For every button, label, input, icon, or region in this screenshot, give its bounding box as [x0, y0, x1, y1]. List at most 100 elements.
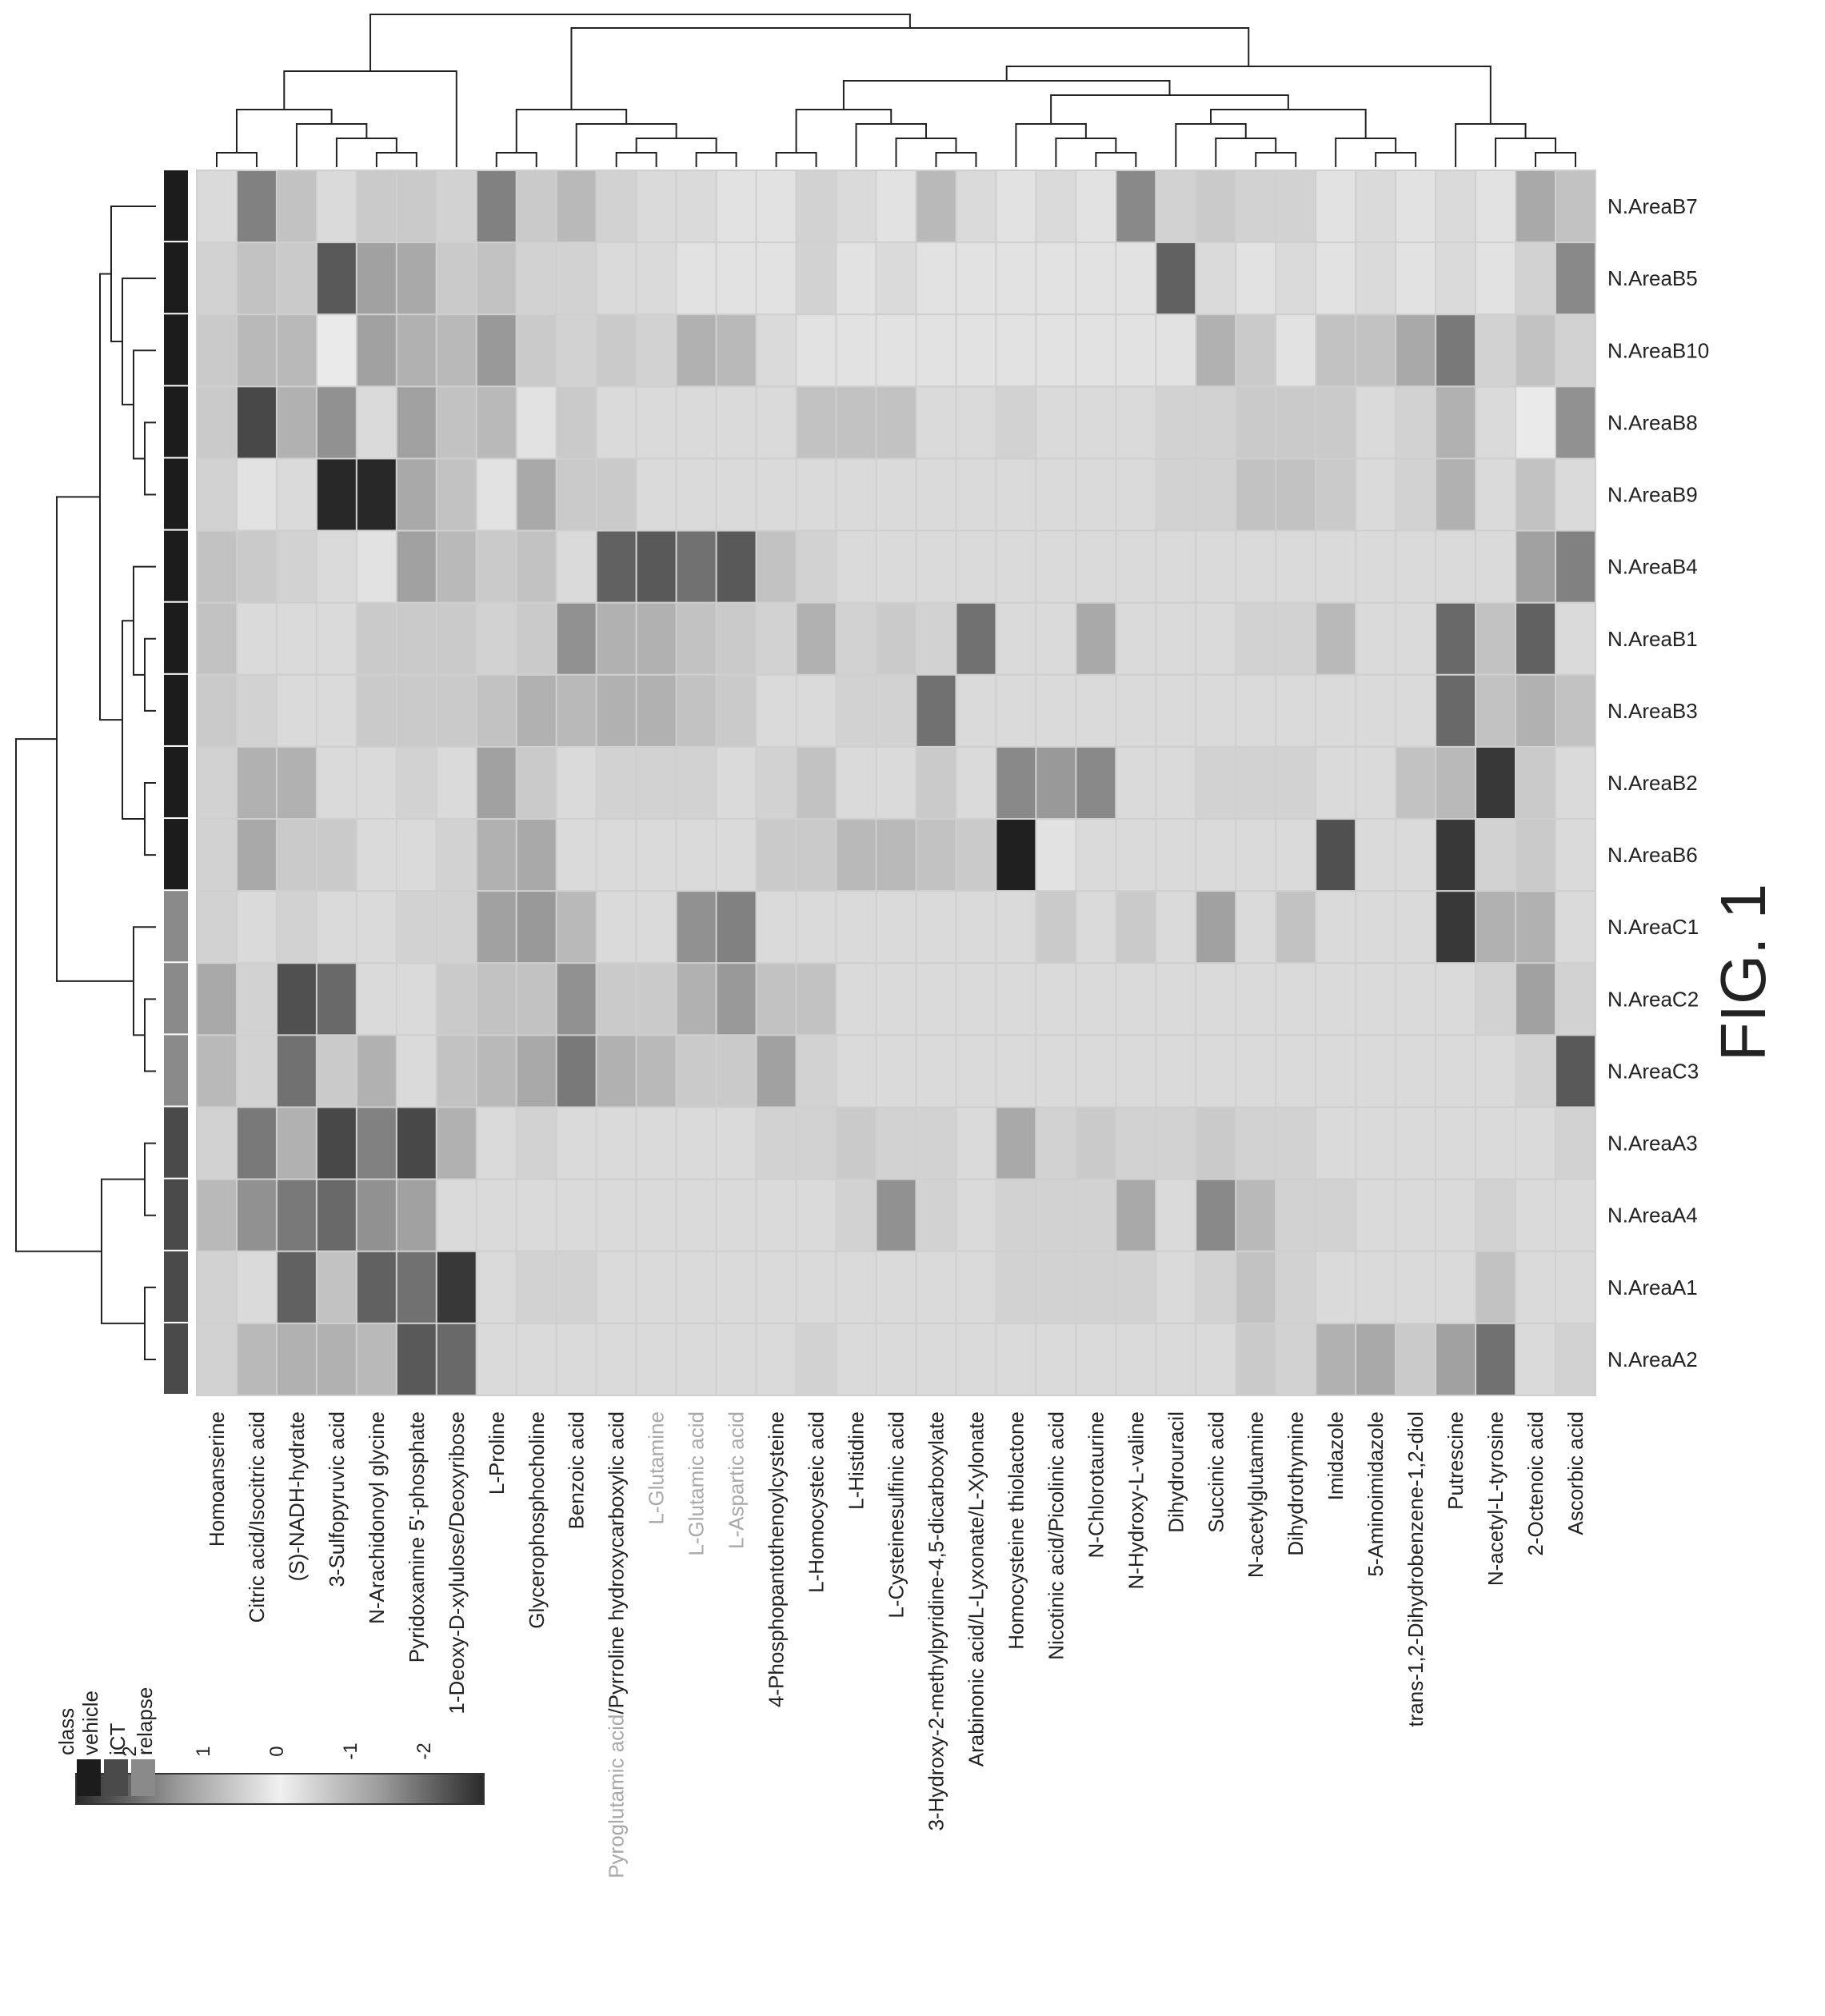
heatmap-cell: [597, 603, 637, 675]
heatmap-cell: [757, 891, 797, 963]
heatmap-cell: [916, 891, 956, 963]
heatmap-cell: [277, 531, 317, 603]
row-label: N.AreaB3: [1607, 699, 1698, 723]
heatmap-cell: [1036, 747, 1076, 819]
heatmap-cell: [996, 1252, 1036, 1323]
column-label: L-Histidine: [845, 1411, 869, 1510]
heatmap-cell: [237, 675, 277, 747]
heatmap-cell: [1356, 819, 1396, 891]
row-label: N.AreaB7: [1607, 194, 1698, 218]
dendrogram-branch: [145, 999, 156, 1071]
heatmap-cell: [437, 603, 477, 675]
heatmap-cell: [1476, 386, 1516, 458]
heatmap-cell: [677, 819, 717, 891]
row-label: N.AreaA1: [1607, 1275, 1698, 1299]
heatmap-cell: [197, 242, 237, 314]
heatmap-cell: [317, 747, 357, 819]
heatmap-cell: [757, 531, 797, 603]
heatmap-cell: [757, 1180, 797, 1252]
heatmap-cell: [1396, 603, 1436, 675]
column-label: 4-Phosphopantothenoylcysteine: [765, 1411, 789, 1707]
heatmap-cell: [1196, 819, 1236, 891]
heatmap-cell: [277, 458, 317, 530]
class-bar-segment: [164, 242, 188, 313]
heatmap-cell: [717, 891, 757, 963]
column-label: L-Glutamic acid: [685, 1411, 709, 1556]
column-label: Homocysteine thiolactone: [1004, 1411, 1028, 1650]
column-label: 3-Sulfopyruvic acid: [325, 1411, 349, 1587]
heatmap-cell: [1036, 819, 1076, 891]
heatmap-cell: [1356, 891, 1396, 963]
column-label: L-Aspartic acid: [725, 1411, 749, 1549]
heatmap-cell: [877, 531, 916, 603]
heatmap-cell: [1116, 1180, 1156, 1252]
heatmap-cell: [277, 891, 317, 963]
column-label-part: L-Glutamine: [645, 1411, 669, 1525]
heatmap-cell: [1396, 170, 1436, 242]
heatmap-cell: [1076, 675, 1116, 747]
class-bar-segment: [164, 819, 188, 889]
row-label: N.AreaB1: [1607, 627, 1698, 651]
column-label: N-Chlorotaurine: [1084, 1411, 1108, 1559]
heatmap-cell: [237, 603, 277, 675]
heatmap-cell: [637, 819, 677, 891]
heatmap-cell: [397, 531, 437, 603]
heatmap-cell: [916, 675, 956, 747]
heatmap-cell: [317, 1180, 357, 1252]
heatmap-cell: [557, 1252, 597, 1323]
heatmap-cell: [317, 1323, 357, 1395]
heatmap-cell: [996, 1323, 1036, 1395]
heatmap-cell: [837, 819, 877, 891]
heatmap-cell: [677, 1323, 717, 1395]
heatmap-cell: [317, 242, 357, 314]
dendrogram-branch: [145, 422, 156, 494]
heatmap-cell: [357, 963, 397, 1035]
heatmap-cell: [437, 1035, 477, 1107]
heatmap-cell: [1516, 1252, 1555, 1323]
heatmap-cell: [797, 747, 837, 819]
heatmap-cell: [397, 1035, 437, 1107]
heatmap-cell: [197, 963, 237, 1035]
heatmap-cell: [1116, 386, 1156, 458]
heatmap-cell: [1156, 675, 1196, 747]
heatmap-cell: [1196, 747, 1236, 819]
heatmap-cell: [237, 1108, 277, 1180]
row-label: N.AreaC1: [1607, 915, 1699, 939]
heatmap-cell: [1036, 314, 1076, 386]
heatmap-cell: [517, 1252, 557, 1323]
class-bar-segment: [164, 603, 188, 673]
heatmap-cell: [877, 458, 916, 530]
column-label: 3-Hydroxy-2-methylpyridine-4,5-dicarboxy…: [924, 1411, 948, 1831]
dendrogram-branch: [697, 153, 737, 167]
heatmap-cell: [1356, 963, 1396, 1035]
heatmap-cell: [1196, 1252, 1236, 1323]
heatmap-cell: [956, 1180, 996, 1252]
heatmap-cell: [1516, 170, 1555, 242]
dendrogram-branch: [857, 124, 926, 167]
heatmap-cell: [477, 819, 517, 891]
heatmap-cell: [877, 891, 916, 963]
heatmap-cell: [677, 891, 717, 963]
heatmap-cell: [1555, 1180, 1595, 1252]
heatmap-cell: [1356, 1323, 1396, 1395]
heatmap-cell: [477, 1180, 517, 1252]
heatmap-cell: [916, 458, 956, 530]
heatmap-cell: [1076, 963, 1116, 1035]
heatmap-cell: [717, 675, 757, 747]
dendrogram-branch: [497, 153, 537, 167]
heatmap-cell: [597, 1108, 637, 1180]
heatmap-cell: [757, 819, 797, 891]
heatmap-cell: [916, 531, 956, 603]
heatmap-cell: [1316, 1180, 1356, 1252]
heatmap-cell: [1555, 1035, 1595, 1107]
heatmap-cell: [1476, 1035, 1516, 1107]
class-bar-segment: [164, 531, 188, 601]
heatmap-cell: [1156, 314, 1196, 386]
heatmap-cell: [197, 1252, 237, 1323]
heatmap-cell: [1516, 963, 1555, 1035]
row-label: N.AreaA2: [1607, 1347, 1698, 1371]
heatmap-cell: [996, 603, 1036, 675]
heatmap-cell: [477, 891, 517, 963]
heatmap-cell: [1316, 1323, 1356, 1395]
heatmap-cell: [877, 1323, 916, 1395]
